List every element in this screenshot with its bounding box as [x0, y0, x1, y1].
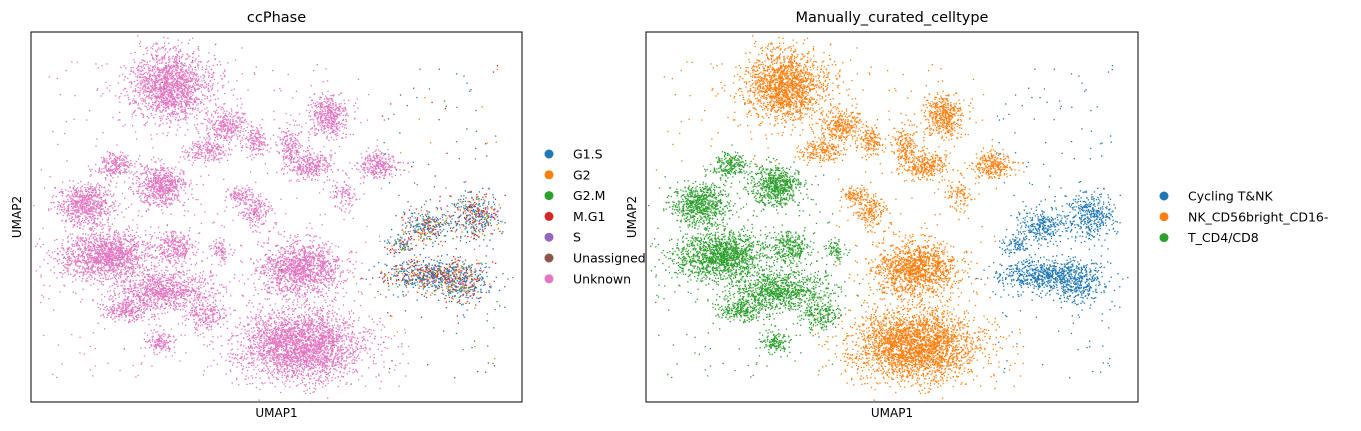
legend-item: S	[544, 230, 581, 245]
legend-item: Unknown	[544, 271, 631, 286]
panel-celltype: Manually_curated_celltype UMAP1 UMAP2 Cy…	[625, 10, 1328, 420]
legend-item: NK_CD56bright_CD16-	[1159, 209, 1328, 224]
legend-marker	[544, 253, 554, 263]
scatter-points	[31, 35, 514, 402]
legend-marker	[544, 274, 554, 284]
legend-marker	[1159, 191, 1169, 201]
legend: Cycling T&NK NK_CD56bright_CD16- T_CD4/CD8	[1159, 189, 1328, 245]
legend-marker	[544, 149, 554, 159]
chart-title: Manually_curated_celltype	[796, 10, 989, 26]
legend-label: G1.S	[573, 147, 603, 162]
legend-label: M.G1	[573, 209, 605, 224]
legend-item: M.G1	[544, 209, 605, 224]
legend-label: G2.M	[573, 188, 605, 203]
plot-frame	[30, 31, 523, 403]
legend-item: Cycling T&NK	[1159, 189, 1274, 204]
legend-marker	[544, 191, 554, 201]
scatter-points	[646, 35, 1129, 402]
legend-label: T_CD4/CD8	[1187, 230, 1259, 245]
legend-item: G2.M	[544, 188, 605, 203]
legend-item: T_CD4/CD8	[1159, 230, 1259, 245]
legend-label: Unknown	[573, 271, 631, 286]
legend-item: G1.S	[544, 147, 603, 162]
x-axis-label: UMAP1	[255, 406, 297, 420]
y-axis-label: UMAP2	[625, 196, 639, 238]
legend: G1.S G2 G2.M M.G1 S Unassigned Unknown	[544, 147, 646, 286]
legend-item: Unassigned	[544, 251, 646, 266]
legend-label: Cycling T&NK	[1188, 189, 1274, 204]
plot-frame	[645, 31, 1139, 403]
legend-marker	[544, 170, 554, 180]
legend-marker	[1159, 233, 1169, 243]
legend-marker	[544, 232, 554, 242]
chart-title: ccPhase	[247, 10, 306, 26]
y-axis-label: UMAP2	[10, 196, 24, 238]
legend-item: G2	[544, 167, 591, 182]
legend-label: S	[573, 230, 581, 245]
legend-label: G2	[573, 167, 591, 182]
panel-ccphase: ccPhase UMAP1 UMAP2 G1.S G2 G2.M M.G1 S Unass…	[10, 10, 646, 420]
legend-label: NK_CD56bright_CD16-	[1188, 209, 1328, 224]
legend-label: Unassigned	[573, 251, 646, 266]
legend-marker	[1159, 212, 1169, 222]
x-axis-label: UMAP1	[871, 406, 913, 420]
legend-marker	[544, 211, 554, 221]
